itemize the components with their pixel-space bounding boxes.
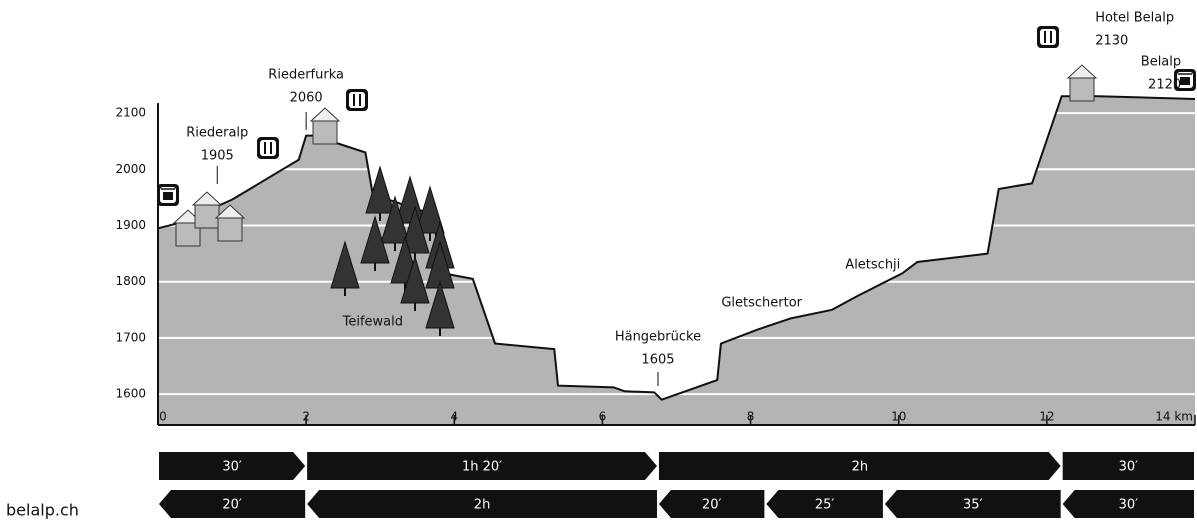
time-label: 20′ (702, 498, 722, 513)
y-tick-label: 1700 (115, 330, 146, 344)
annotation-elevation: 2060 (290, 91, 323, 106)
annotation-elevation: 2130 (1095, 34, 1128, 49)
time-label: 30′ (1119, 498, 1139, 513)
annotation-label: Teifewald (342, 315, 403, 330)
x-tick-label: 14 km (1155, 410, 1193, 424)
house (195, 204, 219, 228)
y-tick-label: 2100 (115, 106, 146, 120)
x-tick-label: 0 (159, 410, 167, 424)
x-tick-label: 6 (599, 410, 607, 424)
cabin (1180, 77, 1190, 85)
y-tick-label: 1600 (115, 387, 146, 401)
x-tick-label: 2 (302, 410, 310, 424)
x-tick-label: 12 (1039, 410, 1054, 424)
annotation-label: Aletschji (845, 258, 900, 273)
source: belalp.ch (6, 501, 79, 520)
annotation-label: Hängebrücke (615, 330, 701, 345)
time-label: 30′ (1119, 460, 1139, 475)
time-label: 35′ (963, 498, 983, 513)
area-fill (158, 96, 1195, 425)
time-label: 30′ (222, 460, 242, 475)
restaurant-icon-inner (349, 92, 365, 108)
y-tick-label: 1800 (115, 274, 146, 288)
x-tick-label: 4 (450, 410, 458, 424)
time-label: 25′ (815, 498, 835, 513)
y-tick-label: 1900 (115, 218, 146, 232)
cabin (163, 192, 173, 200)
time-label: 2h (852, 460, 869, 475)
x-tick-label: 10 (891, 410, 906, 424)
annotation-elevation: 2120 (1148, 78, 1181, 93)
annotation-label: Riederfurka (268, 68, 344, 83)
time-label: 1h 20′ (462, 460, 502, 475)
x-tick-label: 8 (747, 410, 755, 424)
y-tick-label: 2000 (115, 162, 146, 176)
page: belalp.ch 1600 1700 1800 1900 2000 2100 0 2 4 6 8 1… (0, 0, 1197, 527)
annotation-label: Riederalp (186, 126, 248, 141)
time-label: 2h (474, 498, 491, 513)
annotation-elevation: 1605 (641, 353, 674, 368)
house (313, 120, 337, 144)
house-roof (311, 108, 339, 121)
time-label: 20′ (222, 498, 242, 513)
annotation-label: Belalp (1141, 55, 1181, 70)
house-roof (193, 192, 221, 205)
restaurant-icon-inner (260, 140, 276, 156)
house (1070, 77, 1094, 101)
annotation-label: Hotel Belalp (1095, 11, 1174, 26)
house-roof (1068, 65, 1096, 78)
restaurant-icon-inner (1040, 29, 1056, 45)
annotation-label: Gletschertor (721, 296, 802, 311)
chart: belalp.ch 1600 1700 1800 1900 2000 2100 0 2 4 6 8 1… (0, 0, 1197, 523)
annotation-elevation: 1905 (201, 149, 234, 164)
house (218, 217, 242, 241)
